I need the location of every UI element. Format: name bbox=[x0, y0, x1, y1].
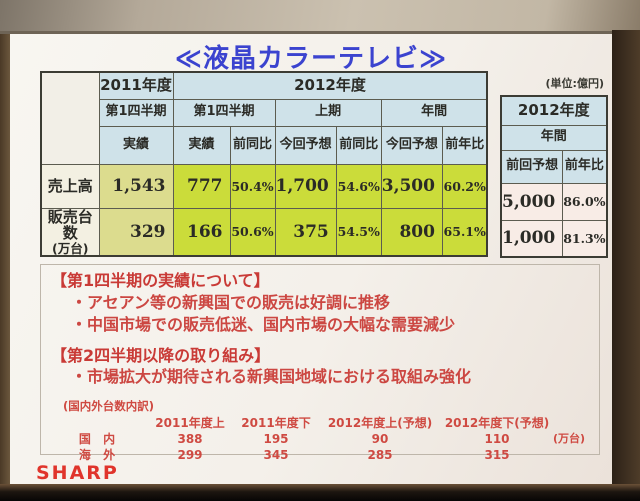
section2-bullet-1: ・市場拡大が期待される新興国地域における取組み強化 bbox=[71, 367, 472, 387]
row-units-label-main: 販売台数 bbox=[47, 208, 93, 242]
header-q1-2011: 第1四半期 bbox=[98, 98, 174, 127]
room-shadow-bottom bbox=[0, 484, 640, 501]
sales-fy-forecast: 3,500 bbox=[380, 163, 443, 209]
mini-overseas-2012-h1: 285 bbox=[367, 448, 393, 463]
sharp-logo: SHARP bbox=[36, 462, 119, 484]
right-table: 2012年度 年間 前回予想 前年比 5,000 86.0% 1,000 bbox=[500, 95, 608, 258]
units-breakdown-caption: (国内外台数内訳) bbox=[63, 399, 155, 414]
row-units-label-sub: (万台) bbox=[52, 240, 89, 256]
mini-overseas-2011-h1: 299 bbox=[177, 448, 203, 463]
mini-domestic-2011-h2: 195 bbox=[263, 432, 289, 447]
sales-fy-yoy: 60.2% bbox=[441, 163, 488, 209]
right-header-yoy: 前年比 bbox=[562, 149, 608, 184]
mini-domestic-2012-h1: 90 bbox=[371, 432, 389, 447]
row-units: 販売台数 (万台) 329 166 50.6% 375 54.5% 800 65… bbox=[40, 207, 488, 257]
units-breakdown: (国内外台数内訳) 2011年度上 2011年度下 2012年度上(予想) 20… bbox=[51, 398, 589, 463]
room-shadow-right bbox=[612, 30, 640, 501]
mini-header-suffix bbox=[553, 415, 603, 431]
sales-h1-forecast: 1,700 bbox=[274, 163, 337, 209]
right-header-full-year: 年間 bbox=[500, 124, 608, 151]
units-h1-forecast: 375 bbox=[274, 207, 337, 257]
section1-bullet-1: ・アセアン等の新興国での販売は好調に推移 bbox=[71, 292, 391, 312]
header-yoy-h1: 前同比 bbox=[335, 125, 382, 165]
room-wall-top bbox=[0, 0, 640, 34]
units-q1-yoy: 50.6% bbox=[229, 207, 276, 257]
mini-header-2012-h2: 2012年度下(予想) bbox=[444, 416, 550, 431]
right-units-yoy: 81.3% bbox=[562, 219, 608, 258]
units-h1-yoy: 54.5% bbox=[335, 207, 382, 257]
right-units-forecast: 1,000 bbox=[500, 219, 564, 258]
row-sales: 売上高 1,543 777 50.4% 1,700 54.6% 3,500 60… bbox=[40, 163, 488, 209]
header-forecast-h1: 今回予想 bbox=[274, 125, 337, 165]
units-breakdown-table: 2011年度上 2011年度下 2012年度上(予想) 2012年度下(予想) … bbox=[51, 415, 589, 463]
main-table: 2011年度 2012年度 第1四半期 第1四半期 上期 年間 実績 実績 前同… bbox=[40, 71, 489, 258]
header-actual-2011: 実績 bbox=[98, 125, 174, 165]
sales-q1-yoy: 50.4% bbox=[229, 163, 276, 209]
units-fy-forecast: 800 bbox=[380, 207, 443, 257]
mini-header-2012-h1: 2012年度上(予想) bbox=[327, 416, 433, 431]
header-fy2012: 2012年度 bbox=[172, 71, 488, 100]
sales-q1-actual: 777 bbox=[172, 163, 231, 209]
units-q1-actual: 166 bbox=[172, 207, 231, 257]
slide-title: ≪液晶カラーテレビ≫ bbox=[174, 44, 448, 74]
mini-corner bbox=[51, 415, 147, 431]
tables-row: 2011年度 2012年度 第1四半期 第1四半期 上期 年間 実績 実績 前同… bbox=[40, 71, 612, 258]
mini-overseas-label: 海 外 bbox=[78, 448, 120, 463]
header-yoy-fy: 前年比 bbox=[441, 125, 488, 165]
header-full-year: 年間 bbox=[380, 98, 488, 127]
mini-header-2011-h1: 2011年度上 bbox=[155, 416, 225, 431]
right-sales-forecast: 5,000 bbox=[500, 182, 564, 221]
section1-heading: 【第1四半期の実績について】 bbox=[51, 271, 270, 290]
right-header-fy2012: 2012年度 bbox=[500, 95, 608, 126]
header-forecast-fy: 今回予想 bbox=[380, 125, 443, 165]
row-sales-label: 売上高 bbox=[40, 163, 100, 209]
section1-bullet-2: ・中国市場での販売低迷、国内市場の大幅な需要減少 bbox=[71, 314, 456, 334]
mini-overseas-suffix bbox=[553, 447, 603, 463]
mini-units-suffix: (万台) bbox=[553, 432, 586, 446]
main-table-corner-cell bbox=[40, 71, 100, 165]
header-fy2011: 2011年度 bbox=[98, 71, 174, 100]
units-fy-yoy: 65.1% bbox=[441, 207, 488, 257]
mini-domestic-label: 国 内 bbox=[78, 432, 120, 447]
header-q1-2012: 第1四半期 bbox=[172, 98, 276, 127]
mini-header-2011-h2: 2011年度下 bbox=[241, 416, 311, 431]
mini-overseas-2011-h2: 345 bbox=[263, 448, 289, 463]
room-shadow-left bbox=[0, 34, 10, 501]
header-yoy-q1: 前同比 bbox=[229, 125, 276, 165]
commentary-box: 【第1四半期の実績について】 ・アセアン等の新興国での販売は好調に推移 ・中国市… bbox=[40, 264, 600, 462]
sales-2011-actual: 1,543 bbox=[98, 163, 174, 209]
right-sales-yoy: 86.0% bbox=[562, 182, 608, 221]
unit-note: (単位:億円) bbox=[545, 77, 604, 90]
section2-heading: 【第2四半期以降の取り組み】 bbox=[51, 345, 271, 365]
mini-domestic-2011-h1: 388 bbox=[177, 432, 203, 447]
sales-h1-yoy: 54.6% bbox=[335, 163, 382, 209]
row-units-label: 販売台数 (万台) bbox=[40, 207, 100, 257]
right-header-prev-forecast: 前回予想 bbox=[500, 149, 564, 184]
units-2011-actual: 329 bbox=[98, 207, 174, 257]
header-actual-q1: 実績 bbox=[172, 125, 231, 165]
projected-slide: ≪液晶カラーテレビ≫ 2011年度 2012年度 第1四半期 第1四半期 上期 … bbox=[10, 34, 612, 484]
mini-overseas-2012-h2: 315 bbox=[484, 448, 510, 463]
right-table-group: (単位:億円) 2012年度 年間 前回予想 前年比 5,000 bbox=[500, 75, 608, 258]
mini-domestic-2012-h2: 110 bbox=[484, 432, 510, 447]
header-first-half: 上期 bbox=[274, 98, 382, 127]
